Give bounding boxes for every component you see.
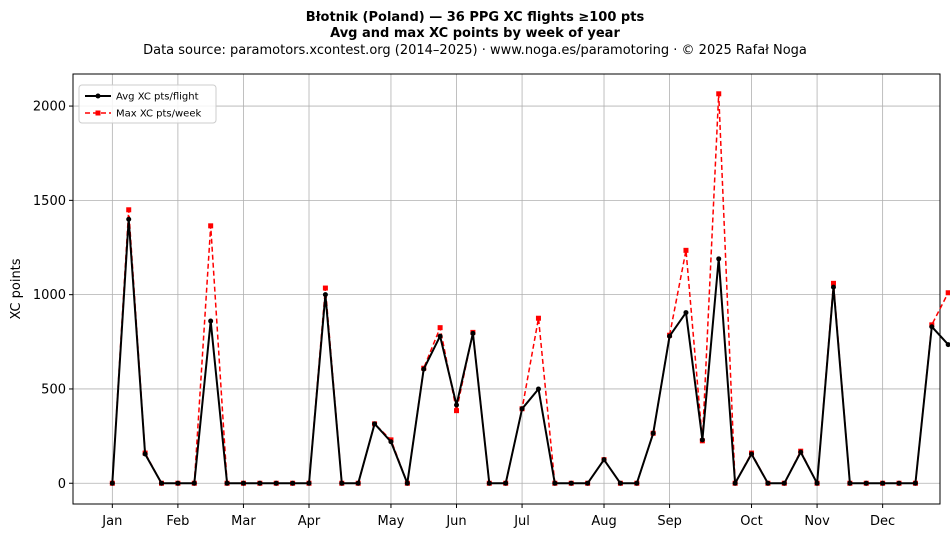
data-point-avg	[847, 480, 853, 486]
y-axis-label: XC points	[9, 258, 24, 319]
data-point-max	[945, 290, 950, 296]
y-axis: 0 500 1000 1500 2000	[33, 100, 73, 492]
x-tick-label: Sep	[657, 514, 682, 529]
legend-label-max: Max XC pts/week	[116, 109, 201, 120]
data-point-avg	[749, 451, 755, 457]
plot-area	[72, 73, 941, 505]
x-tick-label: Jun	[445, 514, 466, 529]
series-layer	[109, 91, 950, 486]
data-point-avg	[880, 480, 886, 486]
x-axis: Jan Feb Mar Apr May Jun Jul Aug Sep Oct Nov Dec	[101, 504, 895, 529]
x-tick-label: May	[378, 514, 405, 529]
chart-title: Błotnik (Poland) — 36 PPG XC flights ≥10…	[306, 10, 645, 25]
data-point-avg	[535, 386, 541, 392]
data-point-max	[716, 91, 722, 97]
data-point-avg	[322, 292, 328, 298]
data-point-avg	[552, 480, 558, 486]
data-point-avg	[388, 439, 394, 445]
data-point-avg	[290, 480, 296, 486]
x-tick-label: Dec	[870, 514, 895, 529]
data-point-max	[535, 315, 541, 321]
legend-marker-avg	[95, 93, 101, 99]
x-tick-label: Jan	[101, 514, 122, 529]
data-point-avg	[519, 406, 525, 412]
data-point-max	[208, 223, 214, 229]
data-point-avg	[617, 480, 623, 486]
x-tick-label: Aug	[591, 514, 616, 529]
data-point-avg	[339, 480, 345, 486]
data-point-avg	[781, 480, 787, 486]
data-point-avg	[945, 342, 950, 348]
y-tick-label: 1000	[33, 288, 66, 303]
data-point-max	[683, 247, 689, 253]
data-point-avg	[437, 333, 443, 339]
data-point-avg	[421, 366, 427, 372]
data-point-max	[830, 280, 836, 286]
y-tick-label: 2000	[33, 100, 66, 115]
x-tick-label: Jul	[513, 514, 530, 529]
data-point-avg	[208, 318, 214, 324]
data-point-avg	[798, 449, 804, 455]
data-point-avg	[175, 480, 181, 486]
data-point-avg	[355, 480, 361, 486]
data-point-avg	[912, 480, 918, 486]
data-point-avg	[109, 480, 115, 486]
data-point-avg	[896, 480, 902, 486]
data-point-avg	[159, 480, 165, 486]
data-point-avg	[224, 480, 230, 486]
data-point-avg	[650, 430, 656, 436]
x-tick-label: Mar	[231, 514, 256, 529]
data-point-avg	[929, 324, 935, 330]
data-point-avg	[142, 451, 148, 457]
data-point-avg	[814, 480, 820, 486]
legend-label-avg: Avg XC pts/flight	[116, 92, 199, 103]
data-point-avg	[765, 480, 771, 486]
data-point-avg	[404, 480, 410, 486]
grid	[73, 74, 940, 504]
data-point-max	[126, 207, 132, 213]
data-point-avg	[830, 284, 836, 290]
data-point-avg	[601, 457, 607, 463]
data-point-avg	[486, 480, 492, 486]
data-point-avg	[240, 480, 246, 486]
data-point-avg	[126, 216, 132, 222]
chart-title-line2: Avg and max XC points by week of year	[330, 26, 620, 41]
data-point-avg	[634, 480, 640, 486]
data-point-avg	[568, 480, 574, 486]
data-point-avg	[699, 437, 705, 443]
data-point-avg	[503, 480, 509, 486]
y-tick-label: 1500	[33, 194, 66, 209]
legend-marker-max	[95, 110, 101, 116]
data-point-avg	[273, 480, 279, 486]
data-point-avg	[306, 480, 312, 486]
data-point-avg	[863, 480, 869, 486]
data-point-avg	[372, 421, 378, 427]
data-point-avg	[191, 480, 197, 486]
chart-subtitle: Data source: paramotors.xcontest.org (20…	[143, 43, 807, 58]
data-point-avg	[683, 310, 689, 316]
data-point-avg	[470, 330, 476, 336]
data-point-avg	[454, 402, 460, 408]
data-point-avg	[667, 333, 673, 339]
y-tick-label: 500	[41, 382, 66, 397]
data-point-max	[454, 408, 460, 414]
series-line-avg	[111, 218, 949, 485]
data-point-avg	[585, 480, 591, 486]
x-tick-label: Oct	[740, 514, 762, 529]
y-tick-label: 0	[58, 477, 66, 492]
data-point-max	[322, 285, 328, 291]
legend-box	[78, 84, 217, 124]
data-point-avg	[716, 256, 722, 262]
x-tick-label: Apr	[298, 514, 321, 529]
data-point-avg	[257, 480, 263, 486]
x-tick-label: Nov	[804, 514, 830, 529]
x-tick-label: Feb	[166, 514, 189, 529]
data-point-max	[437, 325, 443, 331]
data-point-avg	[732, 480, 738, 486]
legend: Avg XC pts/flight Max XC pts/week	[78, 84, 217, 124]
